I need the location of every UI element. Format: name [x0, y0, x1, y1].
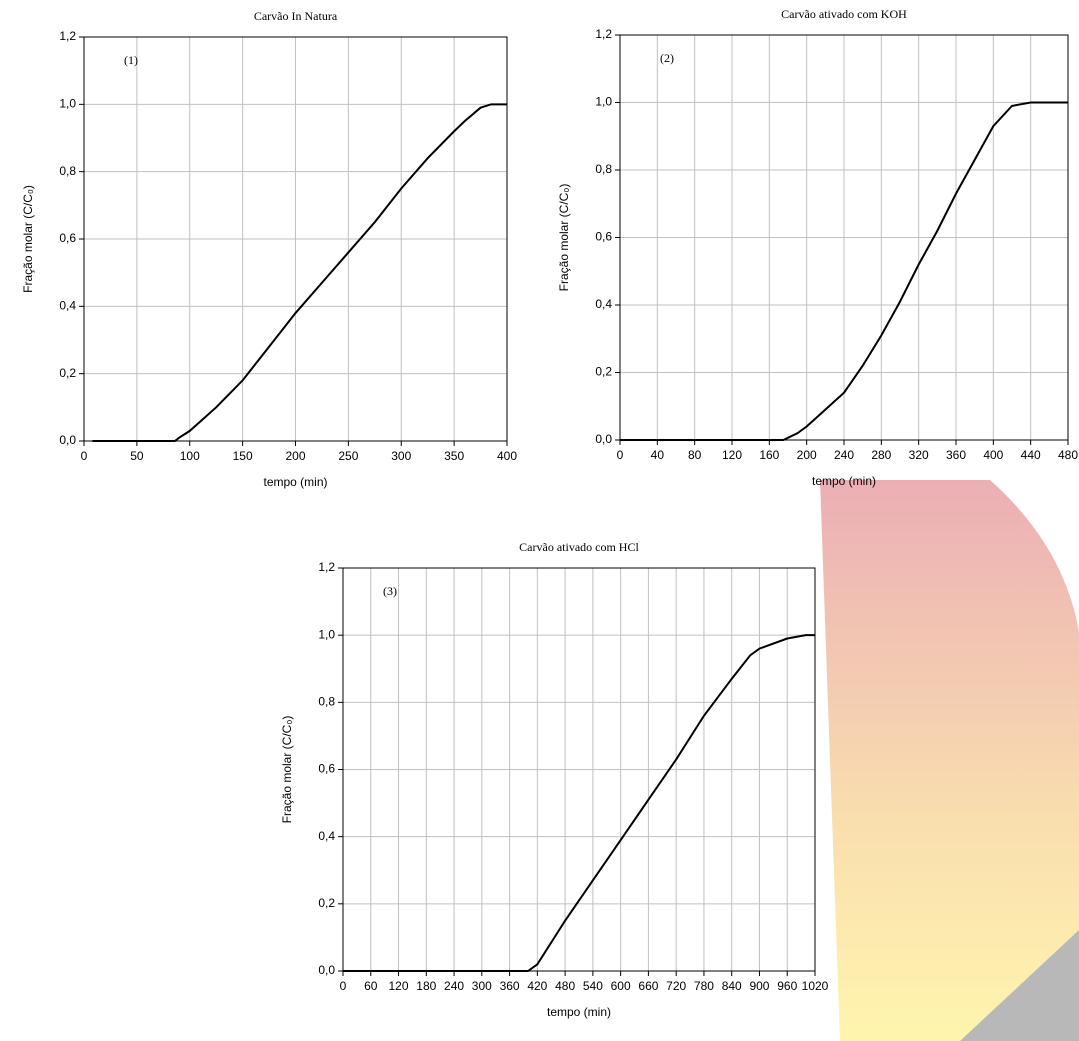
- y-tick-label: 1,2: [318, 560, 335, 574]
- y-tick-label: 0,6: [318, 762, 335, 776]
- x-tick-label: 120: [389, 979, 409, 993]
- y-tick-label: 1,2: [59, 29, 76, 43]
- y-tick-label: 1,0: [595, 95, 612, 109]
- y-tick-label: 0,8: [595, 162, 612, 176]
- x-tick-label: 280: [871, 448, 891, 462]
- x-tick-label: 400: [497, 449, 517, 463]
- plot-frame: [619, 34, 1069, 441]
- x-tick-label: 0: [81, 449, 88, 463]
- y-tick-label: 0,2: [595, 365, 612, 379]
- annotation: (2): [660, 51, 674, 65]
- x-tick-label: 240: [444, 979, 464, 993]
- x-tick-label: 320: [909, 448, 929, 462]
- y-tick-label: 0,0: [318, 963, 335, 977]
- y-axis-label: Fração molar (C/C₀): [280, 716, 294, 824]
- x-tick-label: 300: [391, 449, 411, 463]
- background-decoration: [820, 480, 1079, 1041]
- y-tick-label: 1,0: [59, 97, 76, 111]
- y-tick-label: 0,2: [59, 366, 76, 380]
- plot-frame: [342, 567, 816, 972]
- y-tick-label: 0,8: [318, 695, 335, 709]
- y-axis-label: Fração molar (C/C₀): [21, 185, 35, 293]
- x-tick-label: 960: [777, 979, 797, 993]
- x-tick-label: 440: [1021, 448, 1041, 462]
- x-tick-label: 480: [1058, 448, 1078, 462]
- x-tick-label: 50: [130, 449, 144, 463]
- chart-title: Carvão ativado com HCl: [519, 540, 639, 554]
- x-tick-label: 0: [340, 979, 347, 993]
- annotation: (1): [124, 53, 138, 67]
- x-tick-label: 250: [338, 449, 358, 463]
- x-tick-label: 350: [444, 449, 464, 463]
- x-tick-label: 80: [688, 448, 702, 462]
- x-tick-label: 60: [364, 979, 378, 993]
- background-decoration: [960, 930, 1079, 1041]
- data-line: [92, 103, 507, 442]
- x-tick-label: 200: [285, 449, 305, 463]
- y-tick-label: 0,0: [595, 432, 612, 446]
- x-tick-label: 420: [527, 979, 547, 993]
- data-line: [620, 101, 1068, 441]
- y-tick-label: 1,2: [595, 27, 612, 41]
- x-tick-label: 150: [233, 449, 253, 463]
- y-tick-label: 0,2: [318, 896, 335, 910]
- x-tick-label: 240: [834, 448, 854, 462]
- x-tick-label: 660: [638, 979, 658, 993]
- x-tick-label: 600: [611, 979, 631, 993]
- x-tick-label: 160: [759, 448, 779, 462]
- x-tick-label: 360: [946, 448, 966, 462]
- x-tick-label: 780: [694, 979, 714, 993]
- x-axis-label: tempo (min): [263, 475, 327, 489]
- y-tick-label: 0,4: [318, 829, 335, 843]
- x-tick-label: 400: [983, 448, 1003, 462]
- y-tick-label: 0,4: [59, 299, 76, 313]
- x-tick-label: 480: [555, 979, 575, 993]
- x-axis-label: tempo (min): [547, 1005, 611, 1019]
- y-tick-label: 1,0: [318, 627, 335, 641]
- y-tick-label: 0,0: [59, 433, 76, 447]
- x-tick-label: 840: [722, 979, 742, 993]
- x-tick-label: 300: [472, 979, 492, 993]
- y-tick-label: 0,4: [595, 297, 612, 311]
- x-tick-label: 1020: [802, 979, 829, 993]
- chart-title: Carvão ativado com KOH: [781, 7, 907, 21]
- annotation: (3): [383, 584, 397, 598]
- plot-frame: [83, 36, 508, 442]
- x-tick-label: 200: [797, 448, 817, 462]
- x-tick-label: 720: [666, 979, 686, 993]
- x-tick-label: 120: [722, 448, 742, 462]
- y-tick-label: 0,8: [59, 164, 76, 178]
- x-tick-label: 0: [617, 448, 624, 462]
- x-tick-label: 540: [583, 979, 603, 993]
- x-tick-label: 100: [180, 449, 200, 463]
- data-line: [343, 634, 815, 972]
- x-tick-label: 360: [500, 979, 520, 993]
- x-axis-label: tempo (min): [812, 474, 876, 488]
- x-tick-label: 900: [749, 979, 769, 993]
- chart-title: Carvão In Natura: [254, 9, 338, 23]
- x-tick-label: 180: [416, 979, 436, 993]
- y-tick-label: 0,6: [595, 230, 612, 244]
- y-axis-label: Fração molar (C/C₀): [557, 184, 571, 292]
- y-tick-label: 0,6: [59, 231, 76, 245]
- x-tick-label: 40: [651, 448, 665, 462]
